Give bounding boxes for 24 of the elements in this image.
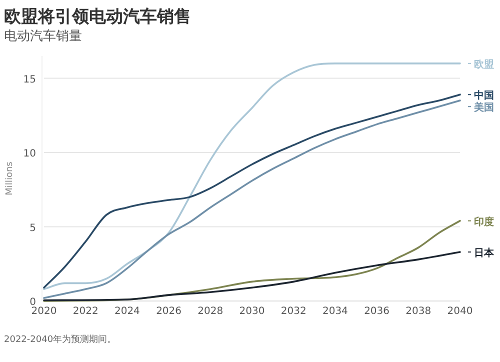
x-tick-label: 2028 [198,306,224,317]
legend-label: 中国 [474,90,494,102]
y-tick-label: 5 [30,222,36,234]
x-tick-label: 2038 [406,306,432,317]
legend-label: 美国 [473,102,494,114]
chart-title: 欧盟将引领电动汽车销售 [4,7,191,27]
legend-label: 印度 [474,216,494,228]
x-tick-label: 2034 [322,306,348,317]
y-tick-label: 10 [23,148,36,160]
x-tick-label: 2024 [114,306,140,317]
x-tick-label: 2022 [72,306,98,317]
y-axis-title: Millions [5,161,15,196]
y-tick-label: 15 [23,74,36,86]
x-tick-label: 2040 [447,306,473,317]
x-tick-label: 2032 [280,306,306,317]
text: 2022-2040年为预测期间。 [4,334,116,345]
chart-subtitle: 电动汽车销量 [4,29,82,44]
y-tick-label: 0 [30,297,36,308]
x-tick-label: 2020 [31,306,57,317]
x-tick-label: 2036 [364,306,390,317]
x-tick-label: 2026 [156,306,182,317]
legend-label: 日本 [474,247,495,259]
legend-label: 欧盟 [474,58,494,70]
x-tick-label: 2030 [239,306,265,317]
